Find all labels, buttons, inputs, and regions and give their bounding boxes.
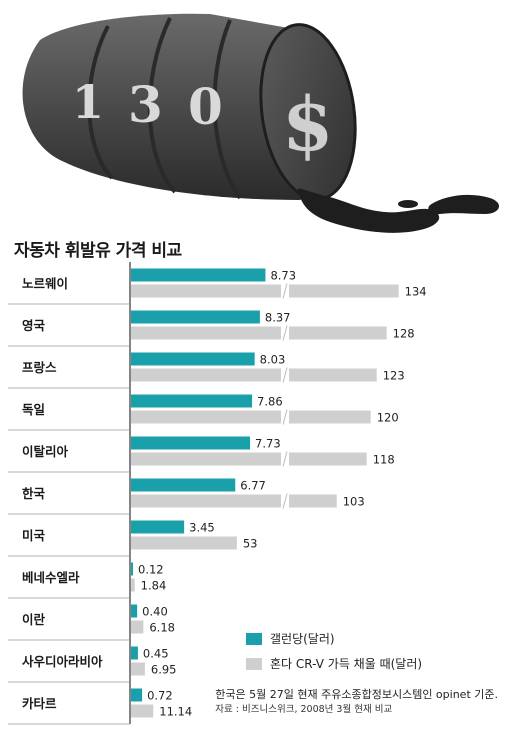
legend-item-series-2: 혼다 CR-V 가득 채울 때(달러) <box>246 655 422 672</box>
bar-full-tank-segment <box>289 452 367 466</box>
oil-spill <box>298 188 440 233</box>
chart-title: 자동차 휘발유 가격 비교 <box>14 241 182 261</box>
bar-full-tank <box>131 326 281 340</box>
bar-full-tank <box>131 284 281 298</box>
category-label: 독일 <box>22 402 45 417</box>
bar-per-gallon <box>131 520 185 534</box>
bar-full-tank <box>131 368 281 382</box>
legend-label: 혼다 CR-V 가득 채울 때(달러) <box>270 657 423 671</box>
data-label-per-gallon: 6.77 <box>240 479 266 493</box>
category-label: 프랑스 <box>22 360 57 375</box>
bar-per-gallon <box>131 436 251 450</box>
barrel-digit: 1 <box>72 75 104 129</box>
category-label: 카타르 <box>22 696 57 711</box>
source-line-2: 자료 : 비즈니스위크, 2008년 3월 현재 비교 <box>215 704 393 715</box>
axis-break-mark <box>282 409 288 425</box>
bar-full-tank-segment <box>289 494 337 508</box>
category-label: 영국 <box>22 318 46 333</box>
data-label-per-gallon: 0.12 <box>138 563 164 577</box>
bar-per-gallon <box>131 352 255 366</box>
bar-per-gallon <box>131 478 236 492</box>
category-label: 이탈리아 <box>22 444 69 459</box>
axis-break-mark <box>282 283 288 299</box>
bar-full-tank <box>131 620 144 634</box>
bar-full-tank <box>131 452 281 466</box>
barrel-rib <box>212 19 242 200</box>
bar-full-tank <box>131 578 135 592</box>
data-label-full-tank: 118 <box>373 453 395 467</box>
data-label-per-gallon: 8.37 <box>265 311 291 325</box>
bar-per-gallon <box>131 394 253 408</box>
data-label-per-gallon: 0.72 <box>147 689 173 703</box>
axis-break-mark <box>282 367 288 383</box>
data-label-full-tank: 53 <box>243 537 258 551</box>
bar-full-tank <box>131 410 281 424</box>
data-label-full-tank: 6.95 <box>151 663 177 677</box>
source-note: 한국은 5월 27일 현재 주유소종합정보시스템인 opinet 기준. 자료 … <box>215 687 498 717</box>
bar-per-gallon <box>131 604 138 618</box>
category-label: 이란 <box>22 612 46 627</box>
bar-full-tank-segment <box>289 284 399 298</box>
data-label-full-tank: 128 <box>393 327 415 341</box>
category-label: 베네수엘라 <box>22 570 80 585</box>
legend-swatch-gray <box>246 657 262 670</box>
data-label-full-tank: 134 <box>405 285 427 299</box>
data-label-per-gallon: 0.40 <box>142 605 168 619</box>
bar-full-tank <box>131 662 145 676</box>
data-label-per-gallon: 8.03 <box>260 353 286 367</box>
category-label: 노르웨이 <box>22 276 68 291</box>
axis-break-mark <box>282 493 288 509</box>
data-label-full-tank: 103 <box>343 495 365 509</box>
data-label-full-tank: 123 <box>383 369 405 383</box>
dollar-symbol: $ <box>282 82 334 168</box>
bar-full-tank <box>131 494 281 508</box>
bar-per-gallon <box>131 268 266 282</box>
data-label-full-tank: 6.18 <box>149 621 175 635</box>
oil-spill <box>428 194 500 215</box>
barrel-rib <box>147 17 177 194</box>
data-label-full-tank: 11.14 <box>159 705 192 719</box>
data-label-full-tank: 120 <box>377 411 399 425</box>
bar-per-gallon <box>131 310 260 324</box>
bar-per-gallon <box>131 688 143 702</box>
bar-per-gallon <box>131 562 133 576</box>
data-label-per-gallon: 7.86 <box>257 395 283 409</box>
legend-item-series-1: 갤런당(달러) <box>246 630 335 647</box>
legend-swatch-teal <box>246 632 262 645</box>
category-label: 사우디아라비아 <box>22 654 103 669</box>
barrel-rib <box>87 25 114 180</box>
bar-full-tank-segment <box>289 326 387 340</box>
axis-break-mark <box>282 325 288 341</box>
data-label-per-gallon: 8.73 <box>270 269 296 283</box>
bar-full-tank-segment <box>289 410 371 424</box>
data-label-per-gallon: 0.45 <box>143 647 169 661</box>
bar-per-gallon <box>131 646 138 660</box>
bar-full-tank <box>131 536 237 550</box>
barrel-digit: 0 <box>188 77 223 136</box>
data-label-per-gallon: 7.73 <box>255 437 281 451</box>
bar-full-tank <box>131 704 154 718</box>
data-label-per-gallon: 3.45 <box>189 521 215 535</box>
data-label-full-tank: 1.84 <box>141 579 167 593</box>
source-line-1: 한국은 5월 27일 현재 주유소종합정보시스템인 opinet 기준. <box>215 688 498 701</box>
category-label: 한국 <box>22 486 46 501</box>
axis-break-mark <box>282 451 288 467</box>
oil-barrel-illustration: 1 3 0 $ <box>22 13 500 233</box>
barrel-digit: 3 <box>128 75 163 134</box>
category-label: 미국 <box>22 528 46 543</box>
oil-drop <box>398 200 418 208</box>
legend-label: 갤런당(달러) <box>270 632 335 646</box>
bar-full-tank-segment <box>289 368 377 382</box>
